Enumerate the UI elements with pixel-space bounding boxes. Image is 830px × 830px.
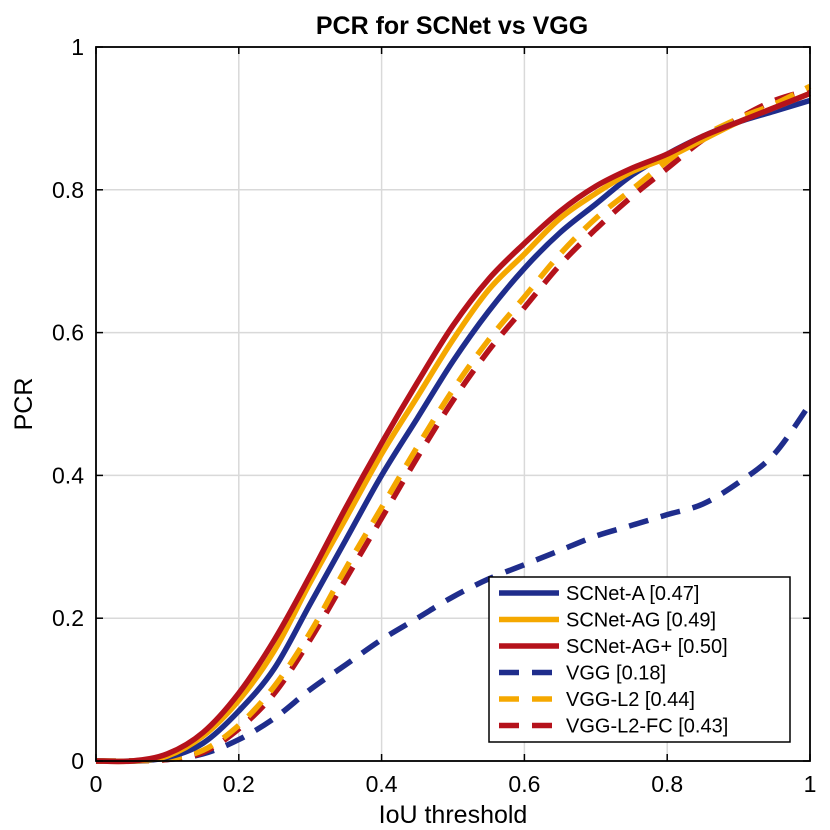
x-tick-label: 0.6 [508,771,540,797]
y-tick-label: 0.8 [52,177,84,203]
series-line-vgg-l2-fc [95,87,811,764]
y-tick-label: 0 [71,748,84,774]
legend-label: SCNet-AG [0.49] [566,610,716,632]
x-tick-label: 0.4 [366,771,398,797]
legend-label: SCNet-AG+ [0.50] [566,636,728,658]
ticks: 0 0.2 0.4 0.6 0.8 1 0 0.2 0.4 0.6 0.8 1 [52,34,816,797]
x-tick-label: 0.8 [651,771,683,797]
legend-label: VGG-L2 [0.44] [566,689,695,711]
series-line-vgg [95,402,813,764]
y-tick-label: 0.2 [52,605,84,631]
x-tick-label: 0.2 [223,771,255,797]
series-line-scnet-ag+ [95,90,812,765]
y-tick-label: 0.6 [52,320,84,346]
y-tick-label: 1 [71,34,84,60]
legend-label: VGG-L2-FC [0.43] [566,716,728,738]
grid [95,46,811,762]
legend-label: VGG [0.18] [566,663,666,685]
y-axis-label: PCR [10,378,38,431]
series-layer [95,83,813,765]
series-line-scnet-ag [95,90,812,765]
x-axis-label: IoU threshold [379,801,528,829]
legend-box [488,576,791,743]
x-tick-label: 0 [90,771,103,797]
x-tick-label: 1 [804,771,817,797]
legend: SCNet-A [0.47] SCNet-AG [0.49] SCNet-AG+ [… [488,576,791,743]
plot-frame [95,46,811,762]
chart-title: PCR for SCNet vs VGG [316,12,588,40]
legend-label: SCNet-A [0.47] [566,583,699,605]
y-tick-label: 0.4 [52,462,84,488]
